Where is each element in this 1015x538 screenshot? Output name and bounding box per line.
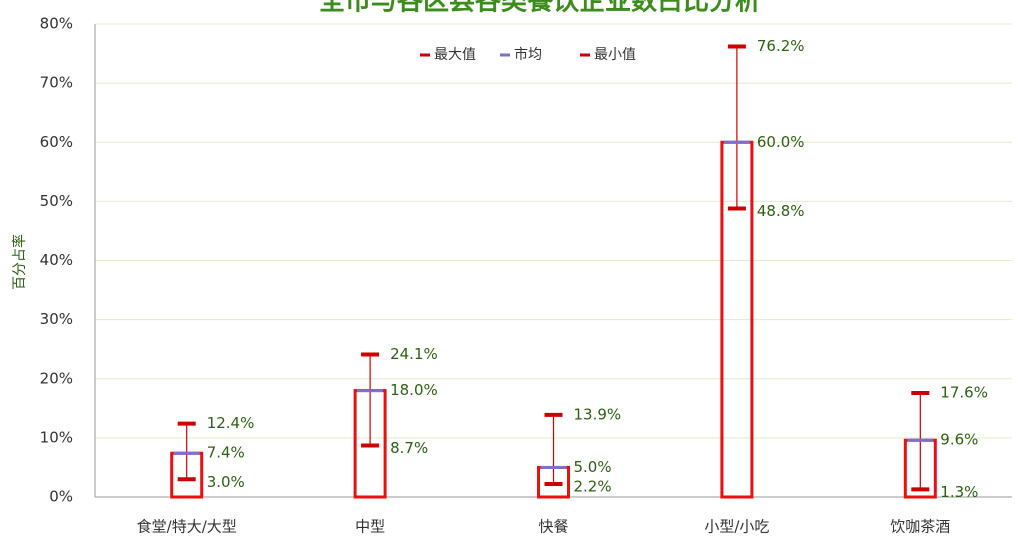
y-tick-label: 20% (40, 369, 73, 387)
x-tick-label: 饮咖茶酒 (890, 518, 950, 536)
max-label: 12.4% (207, 414, 255, 432)
max-label: 24.1% (390, 345, 438, 363)
min-label: 1.3% (940, 483, 978, 501)
y-axis-label: 百分占率 (11, 234, 28, 290)
min-label: 2.2% (574, 477, 612, 495)
average-label: 7.4% (207, 444, 245, 462)
legend-label: 最大值 (434, 47, 476, 63)
y-tick-label: 60% (40, 133, 73, 151)
average-label: 18.0% (390, 381, 438, 399)
average-label: 60.0% (757, 133, 805, 151)
x-tick-label: 小型/小吃 (704, 518, 769, 536)
average-label: 5.0% (574, 458, 612, 476)
legend-label: 最小值 (594, 47, 636, 63)
y-tick-label: 80% (40, 15, 73, 33)
x-tick-label: 快餐 (538, 518, 568, 536)
min-label: 3.0% (207, 473, 245, 491)
max-label: 76.2% (757, 37, 805, 55)
max-label: 13.9% (574, 405, 622, 423)
x-tick-label: 食堂/特大/大型 (137, 518, 237, 536)
min-label: 48.8% (757, 202, 805, 220)
average-label: 9.6% (940, 431, 978, 449)
y-tick-label: 0% (49, 488, 73, 506)
y-tick-label: 50% (40, 192, 73, 210)
legend-label: 市均 (514, 46, 542, 63)
min-label: 8.7% (390, 439, 428, 457)
max-label: 17.6% (940, 383, 988, 401)
chart-title: 全市与各区县各类餐饮企业数占比分析 (318, 0, 761, 17)
y-tick-label: 30% (40, 310, 73, 328)
y-tick-label: 40% (40, 251, 73, 269)
x-tick-label: 中型 (355, 518, 385, 536)
y-tick-label: 70% (40, 74, 73, 92)
y-tick-label: 10% (40, 428, 73, 446)
